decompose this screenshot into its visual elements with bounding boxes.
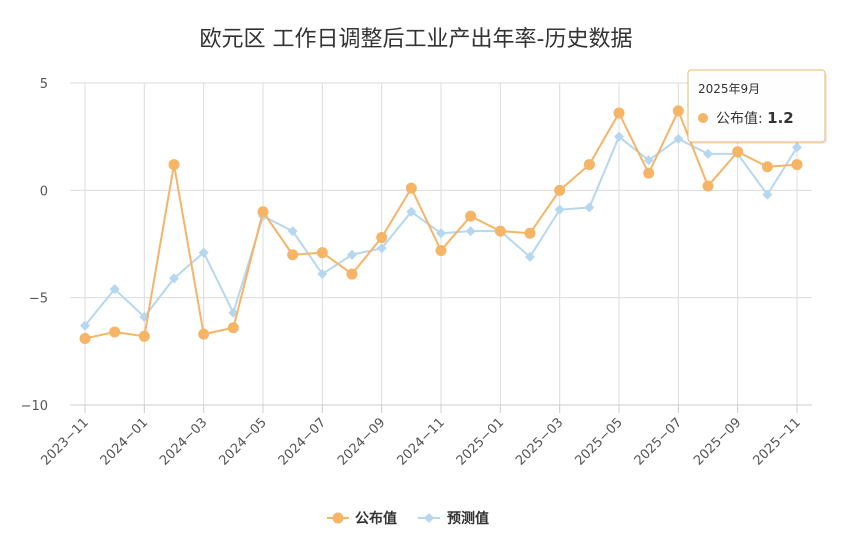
- data-point: [347, 249, 357, 260]
- data-point: [406, 206, 417, 217]
- data-point: [672, 105, 684, 117]
- x-tick-label: 2025−11: [750, 415, 803, 468]
- data-point: [792, 142, 802, 153]
- data-point: [494, 225, 506, 237]
- data-point: [198, 328, 210, 340]
- data-point: [465, 226, 476, 237]
- legend-marker-actual: [332, 512, 344, 524]
- tooltip-marker: [698, 113, 708, 123]
- tooltip-value: 1.2: [767, 109, 794, 127]
- data-point: [703, 148, 713, 159]
- data-point: [109, 326, 121, 338]
- x-tick-label: 2024−01: [98, 415, 151, 468]
- x-tick-label: 2025−09: [691, 415, 744, 468]
- data-point: [257, 206, 269, 218]
- data-point: [732, 146, 744, 158]
- series-actual: [79, 105, 803, 344]
- data-point: [673, 133, 684, 144]
- x-tick-label: 2024−09: [335, 415, 388, 468]
- data-point: [138, 330, 150, 342]
- data-point: [169, 273, 179, 284]
- x-tick-label: 2024−05: [216, 415, 269, 468]
- series-layer: [79, 105, 803, 344]
- data-point: [376, 243, 387, 254]
- x-tick-label: 2025−05: [572, 415, 625, 468]
- x-tick-label: 2025−01: [454, 415, 507, 468]
- y-tick-label: 5: [40, 77, 48, 92]
- data-point: [762, 189, 773, 200]
- data-point: [227, 322, 239, 334]
- y-axis-ticks: 5 0 −5 −10: [21, 77, 48, 414]
- data-point: [614, 131, 624, 142]
- data-point: [198, 247, 209, 258]
- x-tick-label: 2025−07: [632, 415, 685, 468]
- data-point: [79, 332, 91, 344]
- data-point: [643, 167, 655, 179]
- data-point: [435, 244, 447, 256]
- legend-marker-forecast: [424, 513, 434, 523]
- data-point: [702, 180, 714, 192]
- tooltip-box: [687, 69, 826, 143]
- tooltip-label: 公布值: 1.2: [716, 109, 794, 127]
- data-point: [554, 184, 566, 196]
- data-point: [554, 204, 565, 215]
- data-point: [465, 210, 477, 222]
- data-point: [791, 159, 803, 171]
- data-point: [584, 202, 595, 213]
- data-point: [109, 284, 120, 295]
- data-point: [643, 155, 654, 166]
- legend-label-actual: 公布值: [355, 510, 397, 527]
- data-point: [583, 159, 595, 171]
- data-point: [168, 159, 180, 171]
- data-point: [80, 320, 90, 331]
- x-tick-label: 2024−07: [276, 415, 329, 468]
- x-tick-label: 2025−03: [513, 415, 566, 468]
- data-point: [405, 182, 417, 194]
- legend: 公布值 预测值: [327, 510, 489, 527]
- x-axis-ticks: 2023−11 2024−01 2024−03 2024−05 2024−07 2024−…: [38, 415, 803, 468]
- data-point: [761, 161, 773, 173]
- y-tick-label: 0: [40, 184, 48, 199]
- data-point: [317, 269, 328, 280]
- data-point: [346, 268, 358, 280]
- data-point: [525, 251, 535, 262]
- y-tick-label: −10: [21, 399, 48, 414]
- data-point: [287, 249, 299, 261]
- tooltip-date: 2025年9月: [698, 82, 760, 96]
- data-point: [436, 228, 446, 239]
- data-point: [287, 226, 298, 237]
- data-point: [316, 247, 328, 259]
- x-tick-label: 2023−11: [38, 415, 91, 468]
- x-tick-label: 2024−11: [394, 415, 447, 468]
- y-tick-label: −5: [29, 292, 48, 307]
- data-point: [613, 107, 625, 119]
- data-point: [376, 232, 388, 244]
- legend-label-forecast: 预测值: [447, 510, 489, 527]
- chart-title: 欧元区 工作日调整后工业产出年率-历史数据: [200, 27, 633, 52]
- data-point: [524, 227, 536, 239]
- x-tick-label: 2024−03: [157, 415, 210, 468]
